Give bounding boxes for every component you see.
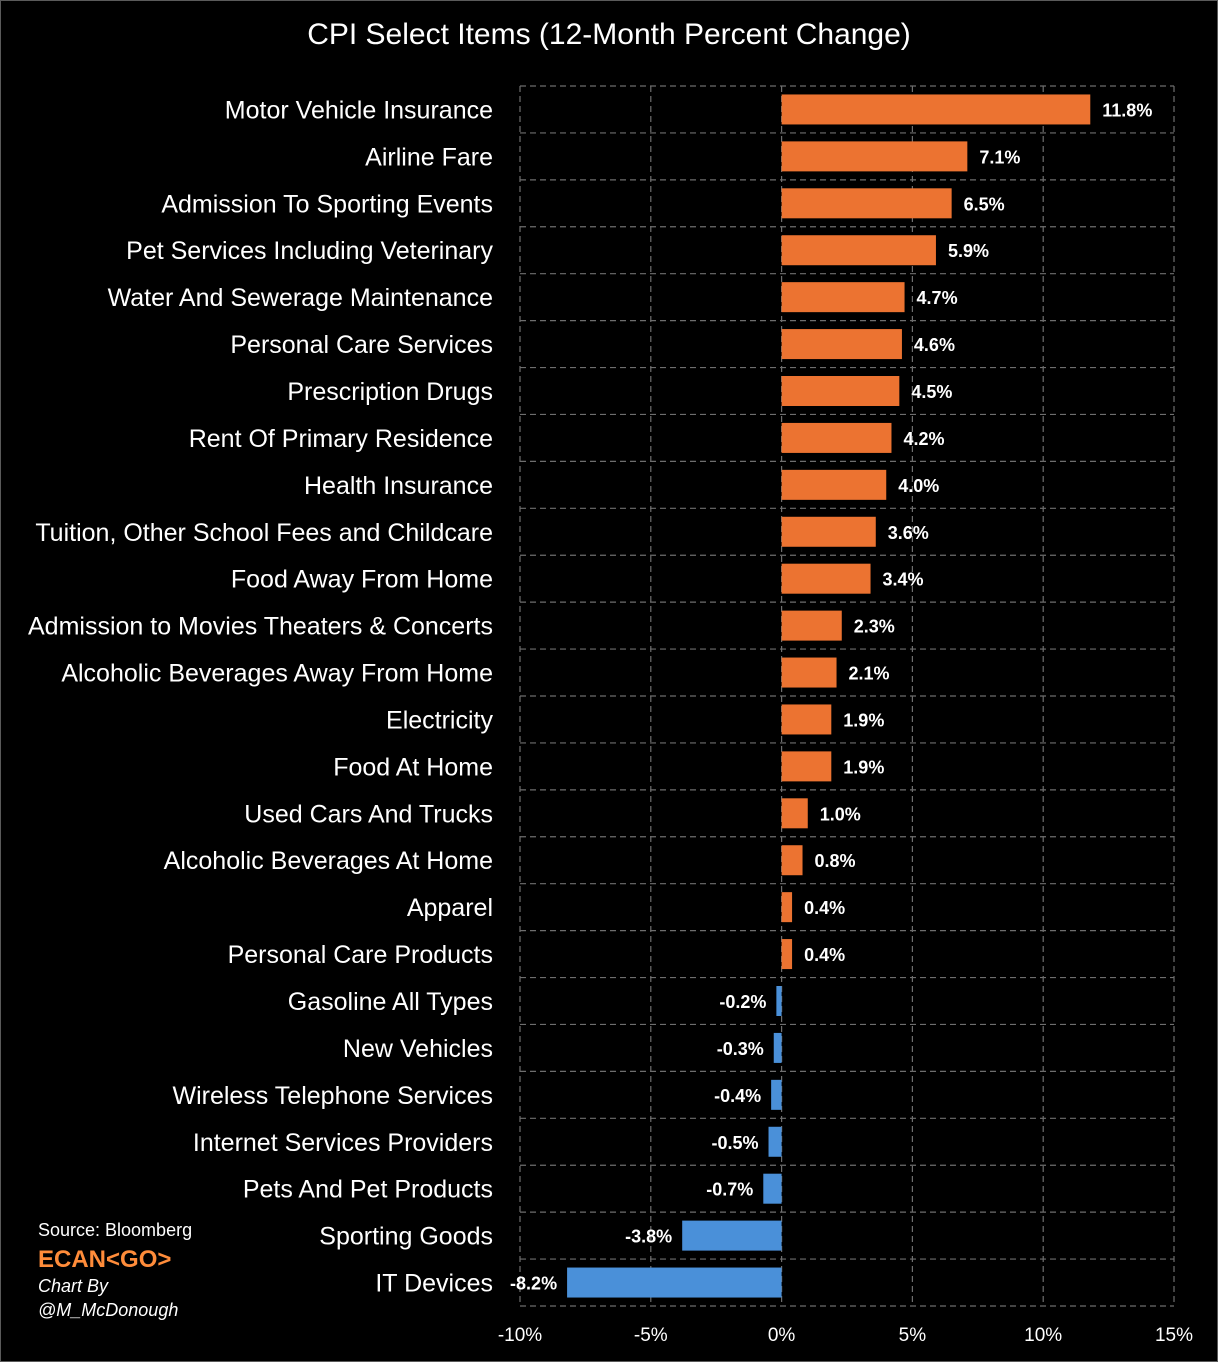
- value-label: -0.4%: [714, 1086, 761, 1106]
- credits-block: Source: Bloomberg ECAN<GO> Chart By @M_M…: [38, 1220, 192, 1322]
- value-label: 4.0%: [898, 476, 939, 496]
- bar: [781, 376, 900, 406]
- value-label: 2.3%: [854, 617, 895, 637]
- bar: [781, 939, 793, 970]
- category-label: Internet Services Providers: [193, 1129, 493, 1157]
- value-label: 6.5%: [964, 194, 1005, 214]
- category-label: Admission to Movies Theaters & Concerts: [28, 613, 493, 641]
- bar: [781, 422, 892, 453]
- bar: [781, 282, 905, 313]
- value-label: 4.5%: [911, 382, 952, 402]
- value-label: 5.9%: [948, 241, 989, 261]
- value-label: -0.7%: [706, 1180, 753, 1200]
- category-label: IT Devices: [375, 1270, 493, 1298]
- x-tick-label: -5%: [634, 1325, 668, 1346]
- bar: [773, 1032, 782, 1063]
- value-label: 3.4%: [883, 570, 924, 590]
- category-label: Motor Vehicle Insurance: [225, 96, 493, 124]
- value-label: -0.3%: [717, 1039, 764, 1059]
- x-tick-label: 0%: [768, 1325, 796, 1346]
- value-label: 2.1%: [849, 664, 890, 684]
- bar: [567, 1267, 782, 1298]
- value-label: 11.8%: [1102, 100, 1152, 120]
- bar: [768, 1126, 782, 1157]
- bars: [567, 94, 1091, 1298]
- bar: [781, 657, 837, 688]
- value-label: -0.5%: [711, 1133, 758, 1153]
- category-label: New Vehicles: [343, 1035, 493, 1063]
- chart-title: CPI Select Items (12-Month Percent Chang…: [307, 18, 911, 51]
- x-tick-label: 15%: [1155, 1325, 1193, 1346]
- value-label: 7.1%: [979, 147, 1020, 167]
- bar: [781, 610, 842, 641]
- category-label: Pet Services Including Veterinary: [126, 237, 493, 265]
- bar: [781, 94, 1091, 125]
- value-label: 3.6%: [888, 523, 929, 543]
- category-label: Rent Of Primary Residence: [189, 425, 493, 453]
- bar: [781, 141, 968, 172]
- byline-label: Chart By: [38, 1276, 109, 1297]
- bar: [781, 469, 887, 500]
- category-label: Apparel: [407, 894, 493, 922]
- category-label: Pets And Pet Products: [243, 1176, 493, 1204]
- value-label: 0.4%: [804, 945, 845, 965]
- category-label: Airline Fare: [365, 143, 493, 171]
- x-tick-label: -10%: [498, 1325, 542, 1346]
- byline-handle: @M_McDonough: [38, 1299, 179, 1320]
- bar: [781, 563, 871, 594]
- category-label: Wireless Telephone Services: [172, 1082, 493, 1110]
- bar: [781, 235, 936, 266]
- bar: [763, 1173, 782, 1204]
- category-label: Sporting Goods: [319, 1223, 493, 1251]
- category-label: Admission To Sporting Events: [161, 190, 493, 218]
- bar: [781, 188, 952, 219]
- bar: [781, 892, 793, 923]
- value-label: 1.9%: [843, 757, 884, 777]
- category-label: Personal Care Services: [230, 331, 493, 359]
- value-label: -0.2%: [719, 992, 766, 1012]
- value-label: 4.6%: [914, 335, 955, 355]
- x-tick-label: 10%: [1024, 1325, 1062, 1346]
- x-tick-label: 5%: [899, 1325, 927, 1346]
- value-label: -3.8%: [625, 1227, 672, 1247]
- category-label: Food Away From Home: [231, 566, 493, 594]
- brand-label: ECAN<GO>: [38, 1245, 172, 1273]
- bar: [781, 704, 832, 735]
- bar: [781, 516, 876, 547]
- value-label: 0.4%: [804, 898, 845, 918]
- category-label: Used Cars And Trucks: [244, 800, 493, 828]
- category-label: Prescription Drugs: [287, 378, 493, 406]
- category-label: Gasoline All Types: [288, 988, 493, 1016]
- category-label: Electricity: [386, 706, 493, 734]
- source-label: Source: Bloomberg: [38, 1220, 193, 1240]
- category-label: Health Insurance: [304, 472, 493, 500]
- category-label: Tuition, Other School Fees and Childcare: [35, 519, 493, 547]
- category-label: Water And Sewerage Maintenance: [108, 284, 493, 312]
- category-label: Alcoholic Beverages At Home: [164, 847, 493, 875]
- bar: [781, 751, 832, 782]
- value-label: 4.7%: [917, 288, 958, 308]
- bar: [781, 798, 808, 829]
- gridlines: [519, 85, 1175, 1307]
- category-label: Alcoholic Beverages Away From Home: [61, 660, 493, 688]
- value-label: 1.9%: [843, 710, 884, 730]
- bar: [682, 1220, 782, 1251]
- value-label: 4.2%: [903, 429, 944, 449]
- bar: [771, 1079, 782, 1110]
- value-label: 1.0%: [820, 804, 861, 824]
- category-label: Food At Home: [333, 753, 493, 781]
- value-label: -8.2%: [510, 1274, 557, 1294]
- category-label: Personal Care Products: [228, 941, 493, 969]
- bar: [776, 986, 782, 1016]
- bar: [781, 329, 902, 360]
- bar: [781, 845, 803, 876]
- value-label: 0.8%: [815, 851, 856, 871]
